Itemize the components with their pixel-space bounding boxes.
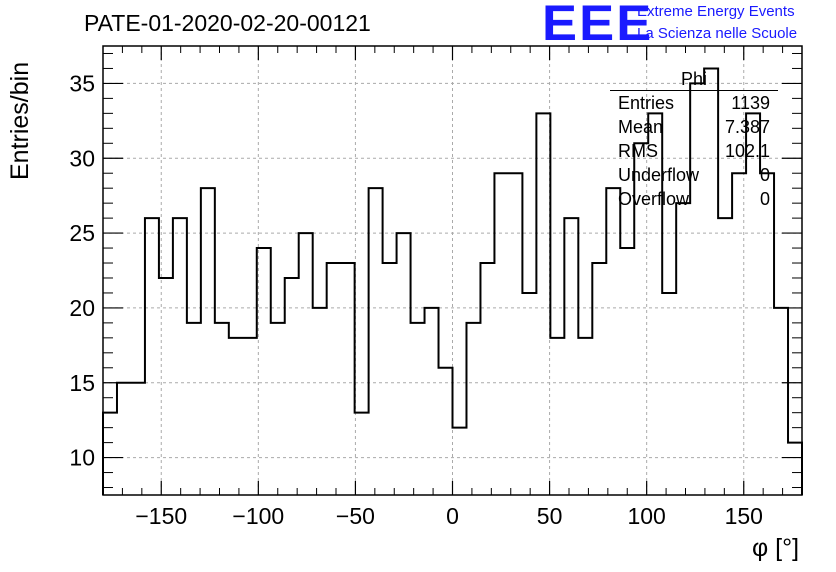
stats-label: RMS [618,141,658,161]
stats-box: Phi Entries 1139 Mean 7.387 RMS 102.1 Un… [610,68,778,211]
histogram-bin [327,263,341,495]
x-tick-label: 50 [537,503,563,529]
histogram-bin [606,188,620,495]
histogram-bin [774,308,788,495]
histogram-bin [285,278,299,495]
histogram-bin [592,263,606,495]
stats-value: 0 [759,189,770,209]
x-tick-label: 0 [446,503,459,529]
histogram-bin [453,428,467,495]
histogram-bin [578,338,592,495]
stats-row-entries: Entries 1139 [610,91,778,115]
x-tick-label: −100 [232,503,284,529]
x-axis-label: φ [°] [752,534,800,562]
histogram-bin [341,263,355,495]
histogram-bin [257,248,271,495]
y-tick-label: 20 [69,295,95,321]
histogram-bin [480,263,494,495]
stats-value: 0 [759,165,770,185]
stats-title: Phi [610,68,778,91]
stats-row-underflow: Underflow 0 [610,163,778,187]
y-tick-label: 15 [69,370,95,396]
histogram-bin [299,233,313,495]
stats-value: 1139 [731,93,770,113]
histogram-bin [718,218,732,495]
x-tick-label: 100 [627,503,665,529]
histogram-bin [439,368,453,495]
y-tick-label: 30 [69,145,95,171]
y-tick-label: 25 [69,220,95,246]
histogram-bin [466,323,480,495]
x-tick-label: −150 [135,503,187,529]
histogram-bin [550,338,564,495]
histogram-bin [369,188,383,495]
logo-line-1: Extreme Energy Events [637,3,795,20]
stats-value: 102.1 [724,141,770,161]
stats-value: 7.387 [724,117,770,137]
y-tick-label: 10 [69,445,95,471]
histogram-bin [131,383,145,495]
histogram-bin [508,173,522,495]
histogram-bin [494,173,508,495]
histogram-bin [173,218,187,495]
run-title: PATE-01-2020-02-20-00121 [84,10,371,36]
histogram-bin [760,173,774,495]
histogram-bin [187,323,201,495]
x-tick-label: −50 [336,503,375,529]
histogram-bin [564,218,578,495]
x-tick-label: 150 [725,503,763,529]
stats-row-rms: RMS 102.1 [610,139,778,163]
histogram-bin [103,413,117,495]
histogram-outline [102,67,803,495]
histogram-bin [117,383,131,495]
histogram-bin [201,188,215,495]
y-axis-label: Entries/bin [6,61,34,180]
histogram-bin [145,218,159,495]
histogram-bin [536,113,550,495]
stats-label: Entries [618,93,675,113]
y-tick-label: 35 [69,70,95,96]
histogram-bin [313,308,327,495]
logo-line-2: La Scienza nelle Scuole [637,25,798,42]
histogram-bin [522,293,536,495]
histogram-bin [229,338,243,495]
tick-labels: −150 −100 −50 0 50 100 150 10 15 20 25 30 35 [69,70,763,529]
histogram-bin [243,338,257,495]
histogram-bin [411,323,425,495]
stats-label: Mean [618,117,664,137]
stats-label: Underflow [618,165,700,185]
histogram-bin [425,308,439,495]
stats-row-mean: Mean 7.387 [610,115,778,139]
histogram-bin [397,233,411,495]
stats-label: Overflow [618,189,690,209]
histogram-bin [662,293,676,495]
stats-row-overflow: Overflow 0 [610,187,778,211]
histogram-bin [215,323,229,495]
axis-ticks [102,46,803,495]
histogram-bin [355,413,369,495]
histogram-bin [676,203,690,495]
eee-logo: EEE [542,0,654,51]
histogram-bin [383,263,397,495]
histogram-bin [271,323,285,495]
